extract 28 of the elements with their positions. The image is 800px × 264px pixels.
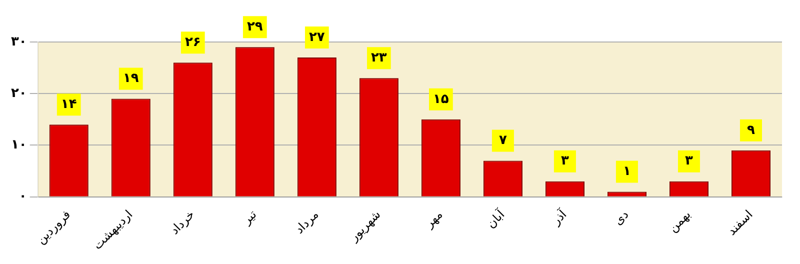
x-tick-label: آذر (548, 206, 570, 228)
x-tick-label: فروردین (34, 207, 74, 247)
data-label: ۲۳ (370, 50, 387, 66)
data-label: ۳ (560, 154, 569, 169)
data-label: ۲۷ (308, 30, 325, 45)
x-tick-label: خرداد (167, 207, 198, 238)
x-tick-label: دی (610, 207, 632, 228)
data-label: ۹ (747, 122, 756, 138)
data-label: ۳ (685, 154, 694, 169)
data-label: ۱۵ (433, 92, 449, 107)
x-tick-label: مهر (422, 207, 446, 232)
data-label: ۲۹ (246, 20, 263, 35)
y-tick-label: ۰ (18, 189, 27, 204)
data-label: ۲۶ (184, 35, 201, 50)
x-tick-label: آبان (483, 206, 508, 231)
data-label: ۷ (498, 133, 507, 148)
x-tick-label: مرداد (292, 207, 322, 236)
x-tick-label: تیر (239, 207, 260, 228)
x-tick-label: اسفند (724, 207, 756, 238)
data-label: ۱۹ (122, 71, 139, 86)
y-tick-label: ۱۰ (10, 138, 27, 153)
data-label: ۱ (623, 164, 631, 180)
x-tick-label: شهریور (346, 207, 384, 245)
y-tick-label: ۲۰ (10, 86, 27, 101)
x-tick-label: بهمن (666, 207, 694, 235)
data-label: ۱۴ (60, 96, 77, 112)
x-tick-label: اردیبهشت (90, 207, 136, 252)
y-tick-label: ۳۰ (10, 34, 27, 50)
